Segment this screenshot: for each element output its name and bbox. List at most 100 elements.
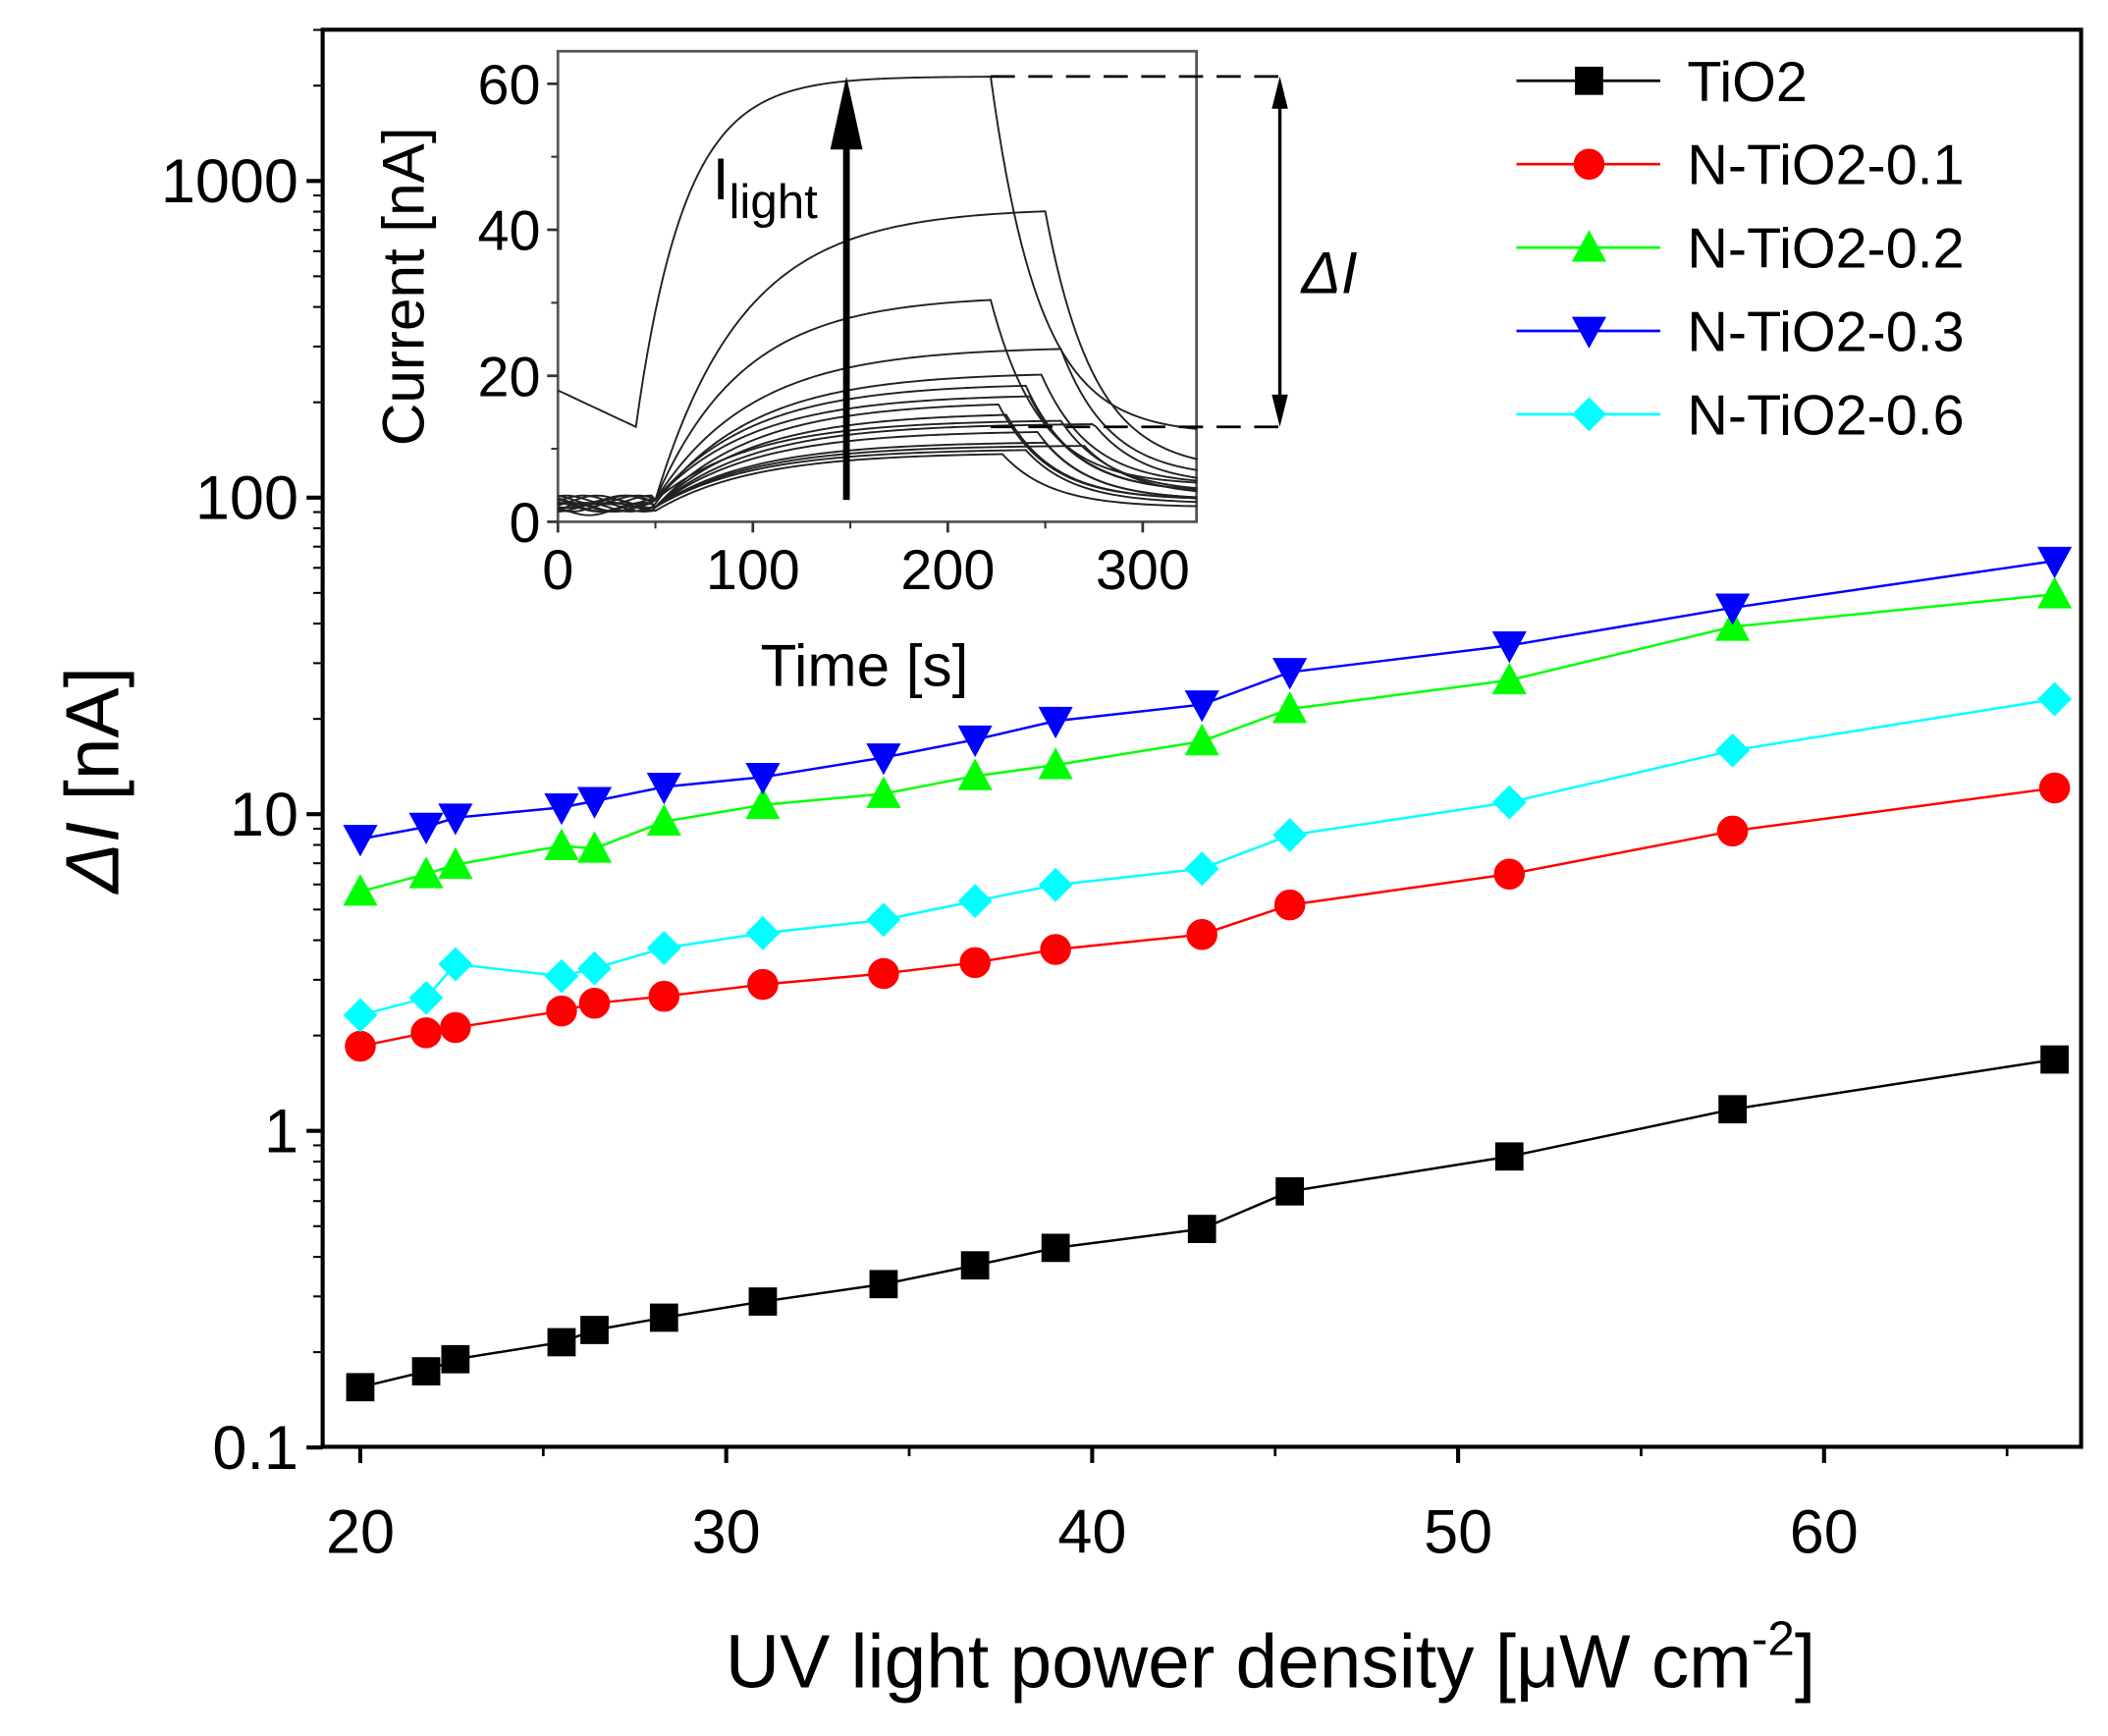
y-tick-label: 0.1 [212,1414,298,1483]
data-point [1038,706,1073,739]
legend-label: N-TiO2-0.1 [1687,135,1964,197]
arrow-up-icon [1271,76,1288,109]
legend-label: N-TiO2-0.3 [1687,301,1964,364]
data-point [745,787,781,820]
data-point [343,874,378,906]
arrow-head-icon [830,76,863,150]
data-point [1491,631,1527,664]
data-point [411,1357,441,1385]
inset-curve [557,395,1198,506]
y-axis-label: ΔI [nA] [51,667,135,895]
legend-marker [1575,66,1603,95]
inset-curve [558,449,1198,513]
inset-x-tick-label: 100 [706,539,800,602]
data-point [576,787,613,819]
data-point [408,812,444,844]
inset-curve [557,419,1198,506]
x-tick-label: 30 [692,1498,761,1567]
plot-frame [320,27,2083,1449]
data-point [1272,658,1308,690]
data-point [649,1303,678,1332]
data-point [646,803,681,837]
data-point [1040,934,1071,965]
legend-label: N-TiO2-0.2 [1687,218,1964,281]
data-point [648,980,680,1012]
inset-x-label: Time [s] [760,631,968,698]
legend-item: N-TiO2-0.6 [1516,384,1965,447]
data-point [2037,546,2073,579]
inset-x-tick-label: 200 [900,539,995,602]
inset-x-tick-label: 300 [1096,539,1190,602]
legend-label: N-TiO2-0.6 [1687,384,1964,447]
data-point [408,856,444,889]
inset-y-tick-label: 60 [477,54,540,117]
inset-y-tick-label: 20 [477,346,540,408]
data-point [957,884,993,919]
series-n-tio2-0.6 [343,681,2073,1033]
inset-curve [557,453,1198,516]
x-axis-label: UV light power density [μW cm-2] [726,1612,1815,1705]
data-point [1187,1215,1216,1243]
data-point [1715,732,1751,768]
data-point [1718,1095,1748,1124]
data-point [1491,785,1527,820]
series-n-tio2-0.1 [345,772,2071,1062]
data-point [440,1011,471,1044]
data-point [438,803,473,836]
inset-curve [557,76,1198,430]
data-point [957,725,993,758]
inset-plot: 0 100 200 300 0 20 40 60 Time [s] Current [nA] Ili… [369,49,1358,698]
series-n-tio2-0.3 [343,546,2073,857]
data-point [866,776,901,808]
data-point [960,1251,990,1280]
data-point [578,987,611,1019]
data-point [745,915,781,950]
data-point [1491,662,1527,695]
legend: TiO2 N-TiO2-0.1 N-TiO2-0.2 N-TiO2-0.3 N-TiO2… [1516,51,1965,447]
series-group [343,546,2073,1402]
data-point [748,1287,778,1316]
legend-marker [1571,316,1607,349]
data-point [747,968,779,1001]
data-point [346,1373,375,1402]
data-point [345,1030,376,1062]
inset-curve [557,348,1198,506]
legend-item: TiO2 [1516,51,1808,114]
data-point [1038,747,1073,780]
x-tick-label: 20 [326,1498,395,1567]
data-point [1272,691,1308,724]
data-point [1494,1142,1524,1171]
data-point [1272,818,1308,852]
data-point [1275,1176,1305,1206]
legend-marker [1572,397,1606,432]
data-point [1038,867,1073,902]
data-point [547,1328,576,1357]
data-point [408,980,444,1015]
y-tick-label: 1 [264,1098,298,1166]
legend-label: TiO2 [1687,51,1807,114]
data-point [1184,851,1219,887]
data-point [577,950,612,986]
y-tick-label: 1000 [161,147,298,216]
data-point [745,763,781,795]
data-point [957,758,993,790]
inset-x-tick-label: 0 [542,539,573,602]
y-tick-label: 100 [195,464,298,533]
inset-curve [558,210,1198,506]
data-point [2037,681,2073,717]
data-point [866,902,901,938]
data-point [2038,772,2071,804]
legend-item: N-TiO2-0.3 [1516,301,1965,364]
data-point [646,931,681,965]
data-point [959,947,991,979]
data-point [1186,918,1217,950]
data-point [576,831,613,863]
data-point [410,1017,442,1049]
data-point [544,793,579,826]
legend-marker [1571,230,1607,262]
data-point [441,1344,470,1374]
data-point [544,958,579,994]
arrow-down-icon [1271,394,1288,427]
data-point [1715,593,1751,625]
